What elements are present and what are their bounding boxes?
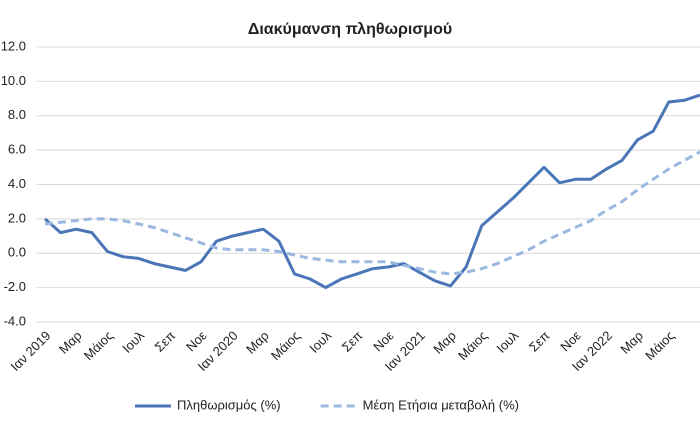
x-tick-label: Σεπ (339, 328, 366, 355)
x-tick-label: Νοε (370, 328, 397, 355)
x-tick-label: Μάιος (642, 328, 677, 363)
series-line (44, 150, 700, 276)
x-tick-label: Νοε (557, 328, 584, 355)
x-tick-label: Ιουλ (494, 328, 522, 356)
series-line (44, 93, 700, 290)
y-tick-label: 8.0 (8, 107, 26, 122)
chart-title: Διακύμανση πληθωρισμού (248, 21, 452, 38)
y-tick-label: -2.0 (4, 279, 26, 294)
y-tick-label: 2.0 (8, 210, 26, 225)
x-tick-label: Σεπ (526, 328, 553, 355)
y-tick-label: 0.0 (8, 245, 26, 260)
x-tick-label: Νοε (183, 328, 210, 355)
legend-label: Πληθωρισμός (%) (177, 397, 281, 412)
x-tick-label: Ιουλ (119, 328, 147, 356)
y-tick-label: 6.0 (8, 142, 26, 157)
legend-label: Μέση Ετήσια μεταβολή (%) (363, 397, 519, 412)
x-tick-label: Μάιος (455, 328, 490, 363)
x-tick-label: Ιουλ (306, 328, 334, 356)
y-tick-label: 12.0 (1, 38, 26, 53)
x-tick-label: Ιαν 2019 (7, 328, 53, 374)
x-tick-label: Μάιος (268, 328, 303, 363)
y-tick-label: -4.0 (4, 313, 26, 328)
y-tick-label: 10.0 (1, 73, 26, 88)
x-tick-label: Σεπ (152, 328, 179, 355)
x-tick-label: Μάιος (81, 328, 116, 363)
y-tick-label: 4.0 (8, 176, 26, 191)
